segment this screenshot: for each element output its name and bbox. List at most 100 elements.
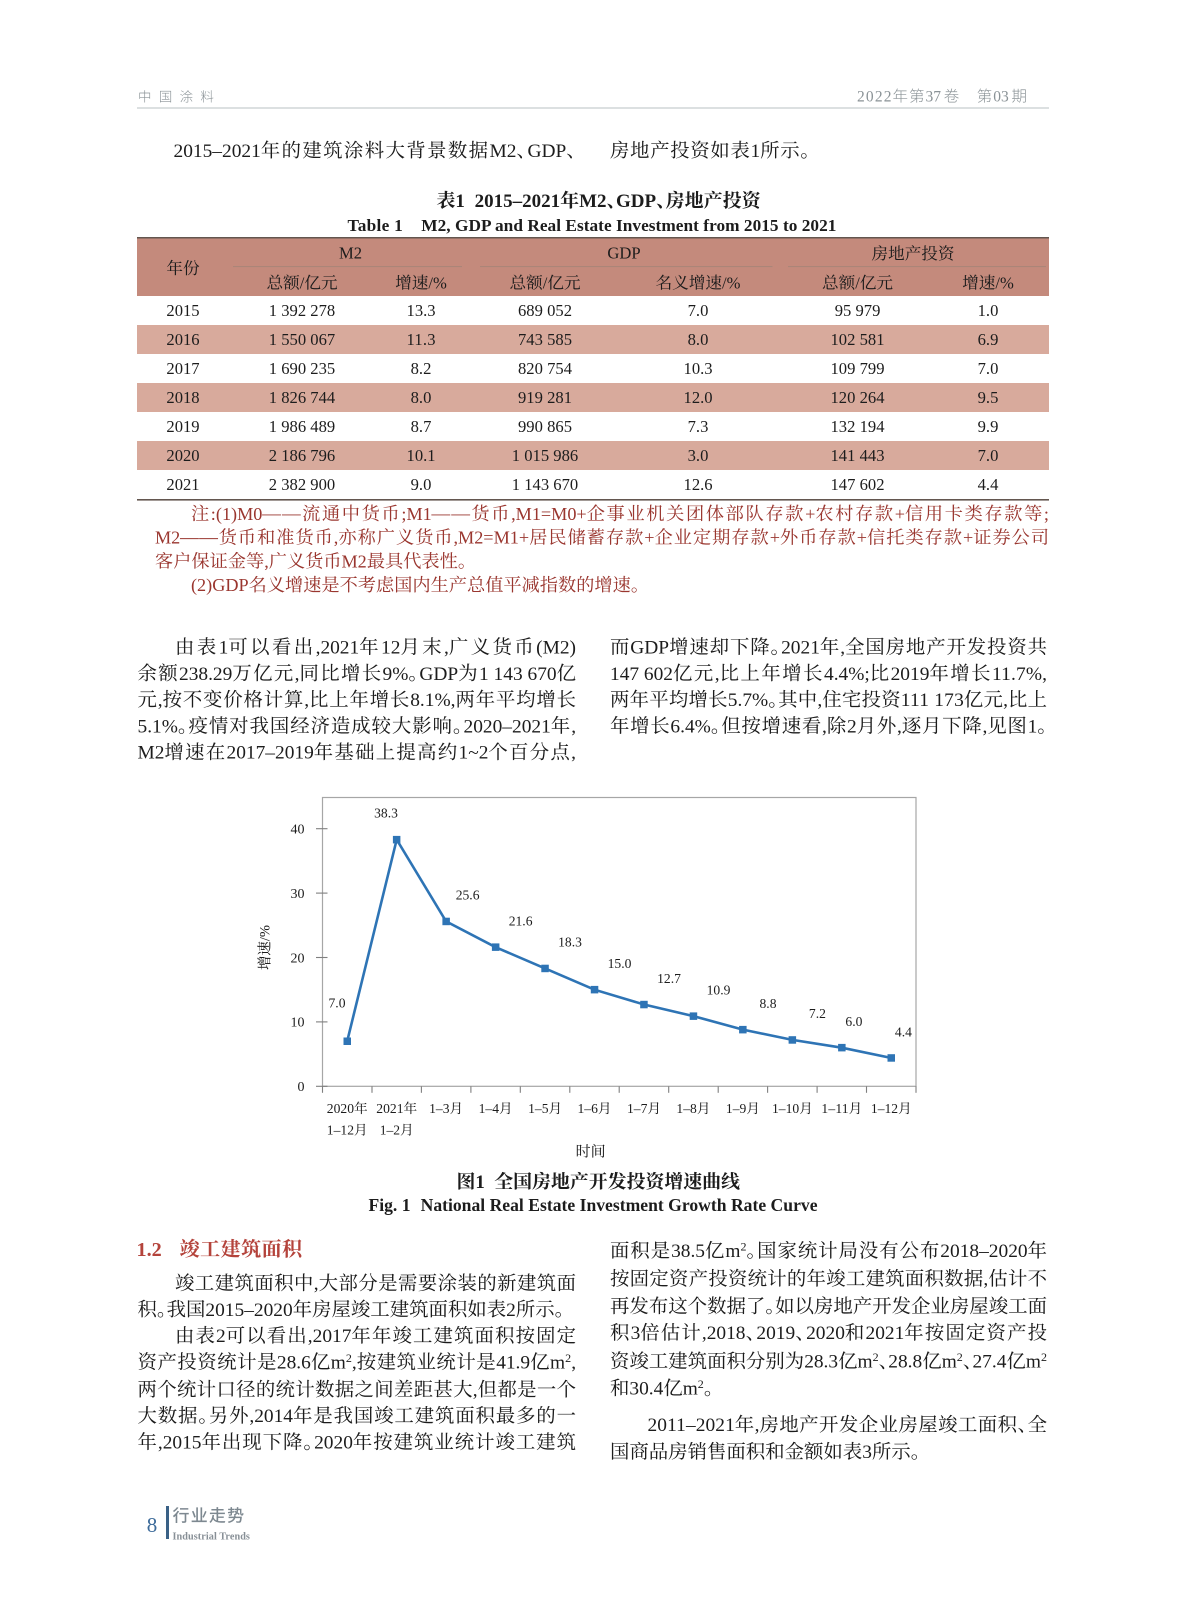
svg-text:37: 37 (926, 89, 942, 106)
svg-text:,: , (473, 1380, 478, 1401)
svg-text:743 585: 743 585 (518, 330, 572, 349)
svg-text:;: ; (1044, 504, 1049, 524)
svg-text:,: , (571, 716, 576, 737)
svg-text:(M2): (M2) (536, 638, 576, 659)
svg-text:38.3: 38.3 (374, 806, 398, 821)
svg-text:/%: /% (428, 274, 447, 293)
svg-text:10.9: 10.9 (707, 982, 731, 997)
svg-text:,2021: ,2021 (316, 638, 360, 659)
svg-text:8.1%,: 8.1%, (410, 690, 455, 711)
svg-text:M2: M2 (579, 191, 606, 212)
svg-text:,: , (334, 528, 339, 548)
svg-text:10.3: 10.3 (684, 359, 713, 378)
svg-text:8.7: 8.7 (411, 417, 432, 436)
svg-text:2020: 2020 (327, 1101, 354, 1116)
svg-text:GDP: GDP (630, 638, 669, 659)
svg-text:1 143 670: 1 143 670 (479, 664, 557, 685)
svg-text:15.0: 15.0 (608, 956, 632, 971)
svg-text:2020–2021: 2020–2021 (464, 716, 551, 737)
svg-text:1 143 670: 1 143 670 (512, 475, 578, 494)
svg-text:Table 1: Table 1 (348, 216, 403, 235)
svg-text:9.9: 9.9 (978, 417, 999, 436)
svg-text:12.6: 12.6 (684, 475, 713, 494)
svg-text:2019: 2019 (166, 417, 199, 436)
svg-text:6.0: 6.0 (845, 1014, 862, 1029)
svg-text:1–9: 1–9 (726, 1101, 747, 1116)
svg-text:,: , (1003, 690, 1008, 711)
svg-text:102 581: 102 581 (831, 330, 885, 349)
svg-text:GDP: GDP (528, 141, 567, 162)
svg-text:,: , (444, 638, 449, 659)
svg-text:+: + (770, 528, 780, 548)
svg-text:,: , (715, 664, 720, 685)
svg-text:2: 2 (565, 1351, 571, 1365)
svg-text:147 602: 147 602 (831, 475, 885, 494)
svg-text:/%: /% (722, 274, 741, 293)
svg-text:1.0: 1.0 (978, 301, 999, 320)
svg-text:2021: 2021 (376, 1101, 403, 1116)
svg-text:1 690 235: 1 690 235 (269, 359, 335, 378)
svg-text:990 865: 990 865 (518, 417, 572, 436)
svg-text:2015–2021: 2015–2021 (475, 191, 560, 212)
svg-text:2017–2019: 2017–2019 (227, 743, 314, 764)
svg-text:;M1: ;M1 (401, 504, 431, 524)
svg-text:8: 8 (147, 1513, 158, 1537)
svg-text:1.2: 1.2 (137, 1239, 162, 1261)
svg-text:2015: 2015 (166, 301, 199, 320)
svg-text:38.5: 38.5 (671, 1241, 705, 1262)
svg-text:7.0: 7.0 (688, 301, 709, 320)
svg-text:20: 20 (291, 951, 305, 966)
svg-text:40: 40 (291, 823, 305, 838)
svg-text:M2, GDP and Real Estate Invest: M2, GDP and Real Estate Investment from … (421, 216, 836, 235)
svg-text:1~2: 1~2 (459, 743, 489, 764)
svg-text:3: 3 (862, 1442, 872, 1463)
svg-text:/: / (300, 274, 305, 293)
svg-text:M2: M2 (490, 141, 517, 162)
svg-text:4.4%;: 4.4%; (824, 664, 870, 685)
svg-text:9.0: 9.0 (411, 475, 432, 494)
svg-text:2021: 2021 (866, 1323, 905, 1344)
svg-text:2011–2021: 2011–2021 (648, 1415, 735, 1436)
svg-text:1–4: 1–4 (479, 1101, 500, 1116)
svg-text:m: m (550, 1353, 565, 1374)
svg-text:109 799: 109 799 (831, 359, 885, 378)
svg-text:689 052: 689 052 (518, 301, 572, 320)
svg-text:3: 3 (631, 1323, 641, 1344)
svg-text:2020: 2020 (166, 446, 199, 465)
svg-text:M2: M2 (155, 528, 180, 548)
svg-text:1 015 986: 1 015 986 (512, 446, 578, 465)
svg-text:27.4: 27.4 (973, 1352, 1007, 1373)
svg-text:238.29: 238.29 (179, 664, 232, 685)
svg-text:2: 2 (698, 1377, 704, 1391)
svg-text:+: + (895, 504, 905, 524)
svg-text:21.6: 21.6 (509, 914, 533, 929)
svg-text:2019: 2019 (756, 1323, 795, 1344)
svg-text:M2: M2 (138, 743, 165, 764)
svg-text:2015–2021: 2015–2021 (174, 141, 261, 162)
svg-text:11.3: 11.3 (407, 330, 436, 349)
svg-text:2016: 2016 (166, 330, 199, 349)
svg-text:/%: /% (995, 274, 1014, 293)
svg-text:,2014: ,2014 (249, 1406, 293, 1427)
svg-text:GDP: GDP (419, 664, 458, 685)
svg-text:Fig. 1: Fig. 1 (369, 1195, 411, 1215)
svg-text:1–11: 1–11 (821, 1101, 848, 1116)
svg-text:/%: /% (258, 925, 274, 941)
svg-text:919 281: 919 281 (518, 388, 572, 407)
svg-text:2018: 2018 (166, 388, 199, 407)
svg-text:2: 2 (506, 1300, 516, 1321)
svg-text:,: , (295, 664, 300, 685)
svg-text:1–12: 1–12 (871, 1101, 898, 1116)
svg-text:111 173: 111 173 (901, 690, 964, 711)
svg-text:/: / (855, 274, 860, 293)
svg-text:12: 12 (381, 638, 400, 659)
svg-text:M2: M2 (342, 551, 367, 571)
svg-text:30: 30 (291, 887, 305, 902)
svg-text:1 826 744: 1 826 744 (269, 388, 336, 407)
svg-text:132 194: 132 194 (831, 417, 886, 436)
svg-text:,: , (983, 1269, 988, 1290)
svg-text:10: 10 (291, 1016, 305, 1031)
svg-text:9.5: 9.5 (978, 388, 999, 407)
svg-text:,2017: ,2017 (308, 1326, 352, 1347)
svg-text:2018–2020: 2018–2020 (940, 1241, 1027, 1262)
